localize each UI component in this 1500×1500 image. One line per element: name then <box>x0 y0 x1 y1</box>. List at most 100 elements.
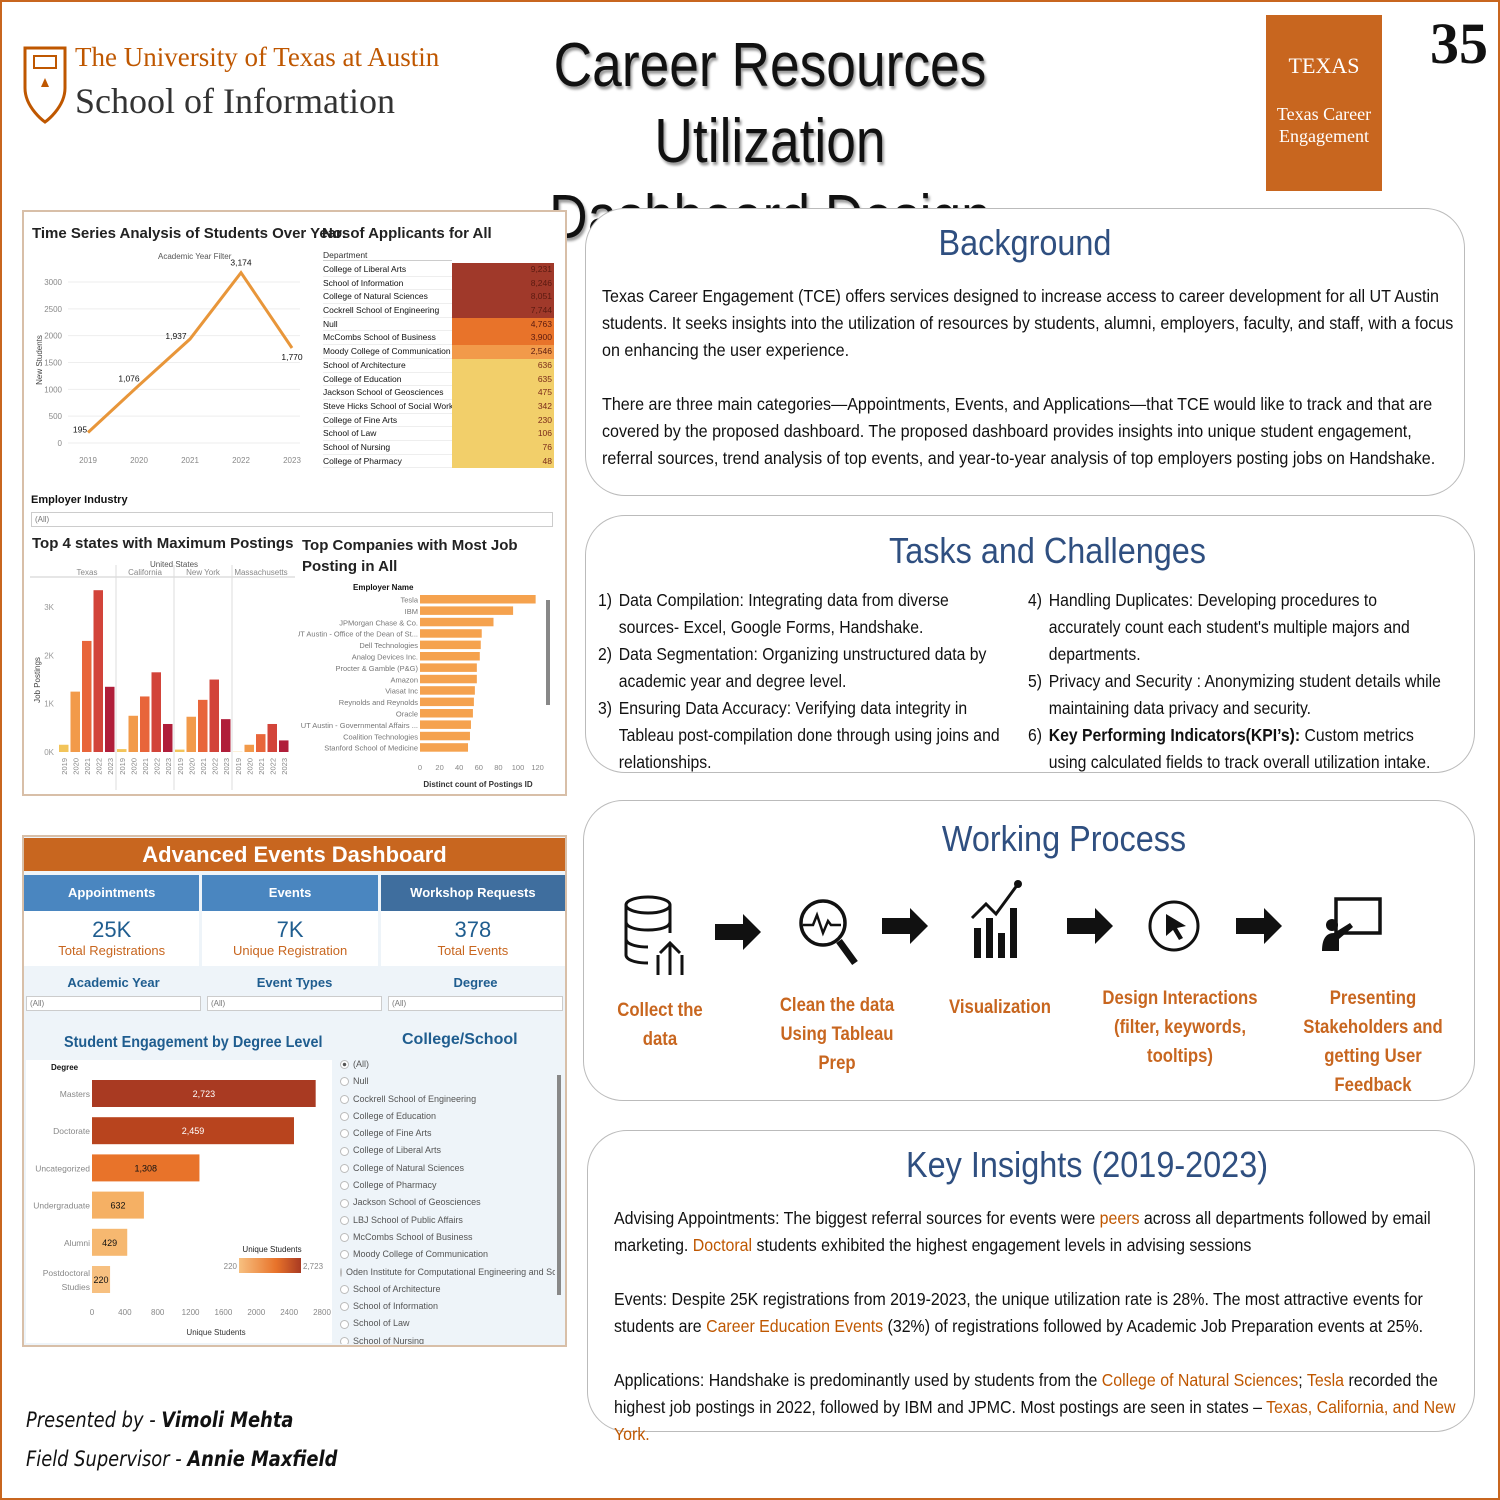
y-tick-label: 2K <box>44 651 54 660</box>
events-dashboard-title: Advanced Events Dashboard <box>24 838 565 871</box>
task-title: Handling Duplicates: <box>1048 590 1194 610</box>
applicant-count: 475 <box>452 386 554 400</box>
radio-button[interactable] <box>340 1215 349 1225</box>
x-tick-label: 2022 <box>232 456 250 465</box>
college-radio-option[interactable]: (All) <box>340 1056 555 1073</box>
step-collect: Collect the data <box>617 1000 703 1050</box>
radio-button[interactable] <box>340 1233 349 1243</box>
task-item: 2) Data Segmentation: Organizing unstruct… <box>598 641 1003 695</box>
radio-button[interactable] <box>340 1250 349 1260</box>
radio-button[interactable] <box>340 1267 342 1277</box>
bar-new-york-2020 <box>186 716 196 752</box>
radio-button[interactable] <box>340 1094 349 1104</box>
task-title: Key Performing Indicators(KPI’s): <box>1048 725 1301 745</box>
x-tick-label: 2019 <box>60 758 69 775</box>
department-name: Steve Hicks School of Social Work <box>323 400 452 414</box>
bar-new-york-2023 <box>221 719 231 752</box>
college-radio-option[interactable]: School of Architecture <box>340 1281 555 1298</box>
college-radio-option[interactable]: McCombs School of Business <box>340 1229 555 1246</box>
x-tick-label: 2400 <box>280 1308 298 1317</box>
radio-button[interactable] <box>340 1198 349 1208</box>
company-label: Viasat Inc <box>385 687 418 696</box>
task-body: Data Compilation: Integrating data from … <box>619 587 1003 641</box>
college-radio-option[interactable]: College of Natural Sciences <box>340 1160 555 1177</box>
bar-new-york-2022 <box>209 679 219 752</box>
state-label: Massachusetts <box>234 568 287 577</box>
insight-text: (32%) of registrations followed by Acade… <box>883 1316 1424 1336</box>
department-name: School of Nursing <box>323 441 452 455</box>
degree-bar <box>92 1154 200 1182</box>
academic-year-dropdown[interactable]: (All) <box>26 996 201 1011</box>
college-radio-option[interactable]: Oden Institute for Computational Enginee… <box>340 1264 555 1281</box>
college-radio-option[interactable]: Null <box>340 1073 555 1090</box>
degree-label: Doctorate <box>53 1126 90 1136</box>
radio-button[interactable] <box>340 1146 349 1156</box>
tasks-list-right: 4) Handling Duplicates: Developing proced… <box>1028 587 1498 776</box>
college-radio-option[interactable]: School of Law <box>340 1315 555 1332</box>
college-radio-option[interactable]: College of Pharmacy <box>340 1177 555 1194</box>
x-tick-label: 2020 <box>188 758 197 775</box>
tab-workshop-requests[interactable]: Workshop Requests <box>380 875 565 911</box>
college-radio-option[interactable]: College of Fine Arts <box>340 1125 555 1142</box>
radio-button[interactable] <box>340 1077 349 1087</box>
task-title: Ensuring Data Accuracy: <box>618 698 792 718</box>
tab-appointments[interactable]: Appointments <box>24 875 200 911</box>
data-label: 429 <box>102 1238 117 1248</box>
degree-label: Degree <box>453 975 498 990</box>
state-label: California <box>128 568 162 577</box>
heat-row: Jackson School of Geosciences 475 <box>323 386 554 400</box>
college-radio-option[interactable]: College of Education <box>340 1108 555 1125</box>
radio-button[interactable] <box>340 1060 349 1070</box>
state-label: New York <box>186 568 221 577</box>
event-types-dropdown[interactable]: (All) <box>207 996 382 1011</box>
applicant-count: 4,763 <box>452 317 554 332</box>
company-label: IBM <box>405 607 418 616</box>
applicant-count: 636 <box>452 358 554 373</box>
radio-button[interactable] <box>340 1302 349 1312</box>
college-radio-option[interactable]: College of Liberal Arts <box>340 1142 555 1159</box>
college-radio-option[interactable]: Jackson School of Geosciences <box>340 1194 555 1211</box>
x-tick-label: 800 <box>151 1308 165 1317</box>
states-country-label: United States <box>150 560 199 569</box>
radio-button[interactable] <box>340 1336 349 1344</box>
bar-california-2023 <box>163 723 173 752</box>
college-radio-option[interactable]: LBJ School of Public Affairs <box>340 1212 555 1229</box>
highlighted-term: Tesla <box>1306 1370 1345 1390</box>
x-tick-label: 2019 <box>234 758 243 775</box>
event-filters: Academic Year (All) Event Types (All) Degr… <box>26 975 563 1011</box>
college-radio-option[interactable]: School of Information <box>340 1298 555 1315</box>
company-label: Tesla <box>400 596 418 605</box>
data-label: 3,174 <box>230 258 252 268</box>
radio-button[interactable] <box>340 1181 349 1191</box>
radio-button[interactable] <box>340 1129 349 1139</box>
college-radio-option[interactable]: Cockrell School of Engineering <box>340 1091 555 1108</box>
college-radio-option[interactable]: School of Nursing <box>340 1333 555 1344</box>
degree-dropdown[interactable]: (All) <box>388 996 563 1011</box>
applicant-count: 342 <box>452 399 554 414</box>
tasks-list-left: 1) Data Compilation: Integrating data fro… <box>598 587 1048 776</box>
radio-button[interactable] <box>340 1163 349 1173</box>
academic-year-filter[interactable]: Academic Year Filter <box>158 252 232 261</box>
heat-row: McCombs School of Business 3,900 <box>323 331 554 346</box>
states-chart-title: Top 4 states with Maximum Postings <box>32 535 294 552</box>
degree-bar <box>92 1117 294 1145</box>
department-name: Null <box>323 318 452 332</box>
academic-year-label: Academic Year <box>67 975 160 990</box>
company-bar <box>420 629 482 638</box>
x-tick-label: 2021 <box>83 758 92 775</box>
school-name: School of Information <box>75 81 395 121</box>
college-option-label: McCombs School of Business <box>353 1231 473 1242</box>
college-list-scrollbar[interactable] <box>557 1075 561 1295</box>
tasks-title: Tasks and Challenges <box>889 530 1206 571</box>
radio-button[interactable] <box>340 1319 349 1329</box>
background-title: Background <box>938 222 1112 263</box>
employer-industry-dropdown[interactable]: (All) <box>31 512 553 527</box>
radio-button[interactable] <box>340 1285 349 1294</box>
college-radio-option[interactable]: Moody College of Communication <box>340 1246 555 1263</box>
radio-button[interactable] <box>340 1112 349 1122</box>
x-tick-label: 0 <box>90 1308 95 1317</box>
time-series-line-chart: 0 500 1000 1500 2000 2500 3000 New Students 2019… <box>35 258 303 465</box>
tab-events[interactable]: Events <box>202 875 378 911</box>
applicant-count: 9,231 <box>452 263 554 277</box>
